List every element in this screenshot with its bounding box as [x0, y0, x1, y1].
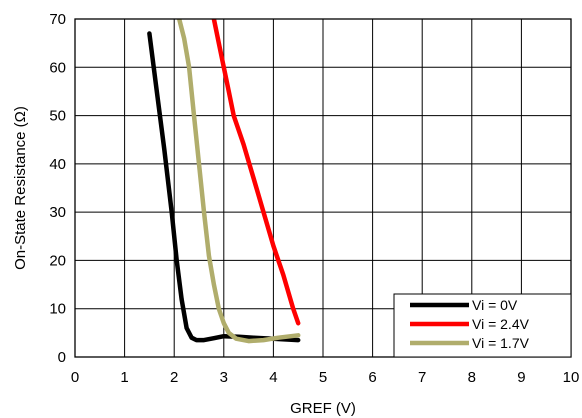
legend-label-2: Vi = 1.7V — [472, 335, 530, 351]
x-tick-labels: 0 1 2 3 4 5 6 7 8 9 10 — [71, 369, 580, 386]
legend: Vi = 0V Vi = 2.4V Vi = 1.7V — [393, 293, 572, 358]
x-tick-label-7: 7 — [418, 369, 426, 386]
y-tick-label-2: 20 — [49, 252, 66, 269]
y-tick-label-5: 50 — [49, 108, 66, 125]
y-tick-label-3: 30 — [49, 204, 66, 221]
y-tick-label-6: 60 — [49, 59, 66, 76]
x-tick-label-4: 4 — [269, 369, 277, 386]
y-tick-label-4: 40 — [49, 156, 66, 173]
series-group — [147, 19, 301, 344]
y-tick-label-7: 70 — [49, 11, 66, 28]
x-tick-label-2: 2 — [170, 369, 178, 386]
x-tick-label-1: 1 — [120, 369, 128, 386]
legend-label-1: Vi = 2.4V — [472, 316, 530, 332]
y-tick-label-0: 0 — [58, 349, 66, 366]
y-axis-label: On-State Resistance (Ω) — [12, 106, 29, 270]
x-axis-label: GREF (V) — [290, 400, 356, 417]
plot-frame — [74, 18, 572, 358]
x-tick-label-3: 3 — [220, 369, 228, 386]
x-tick-label-8: 8 — [468, 369, 476, 386]
x-tick-label-10: 10 — [563, 369, 580, 386]
x-tick-label-6: 6 — [368, 369, 376, 386]
x-tick-label-0: 0 — [71, 369, 79, 386]
series-line-0 — [147, 31, 301, 343]
y-tick-label-1: 10 — [49, 301, 66, 318]
legend-label-0: Vi = 0V — [472, 297, 518, 313]
series-line-2 — [176, 19, 301, 344]
x-tick-label-5: 5 — [319, 369, 327, 386]
y-tick-labels: 0 10 20 30 40 50 60 70 — [49, 11, 66, 366]
series-line-1 — [211, 19, 301, 326]
x-tick-label-9: 9 — [517, 369, 525, 386]
